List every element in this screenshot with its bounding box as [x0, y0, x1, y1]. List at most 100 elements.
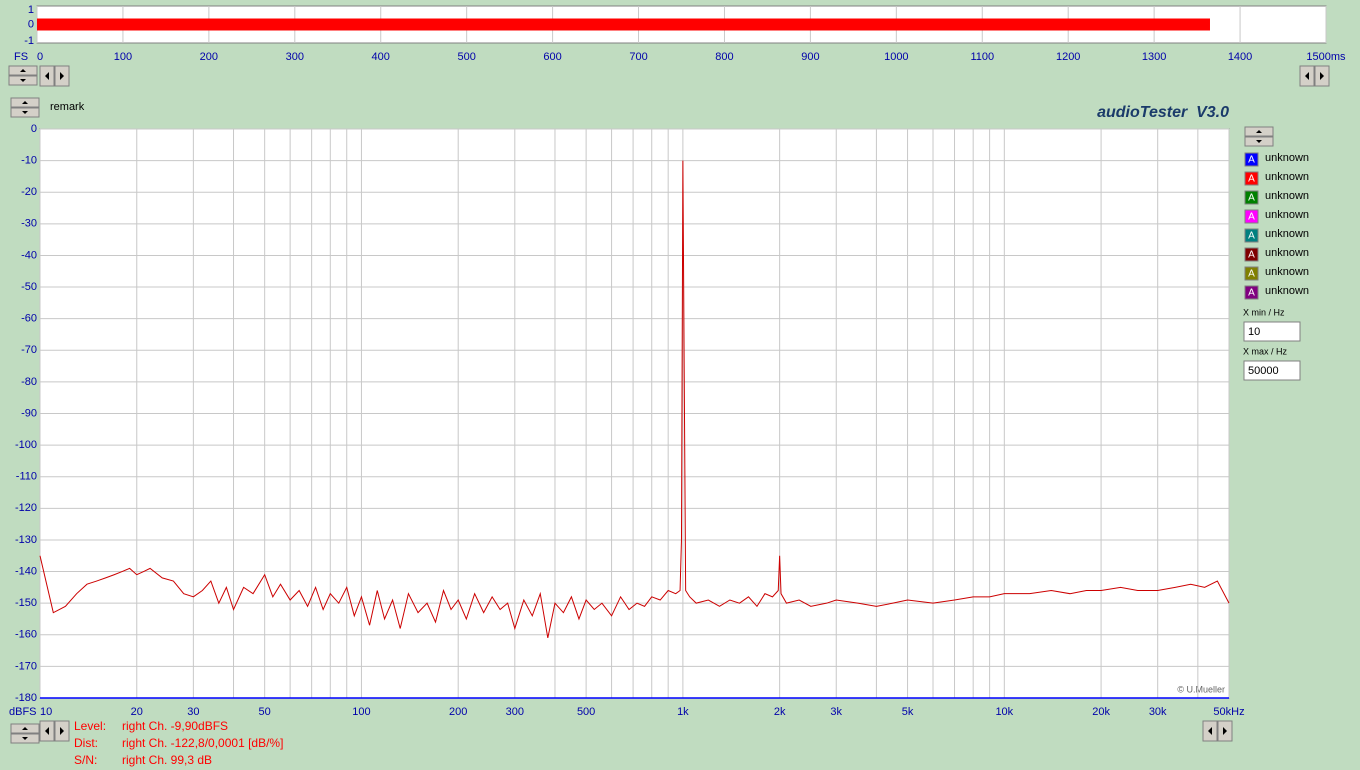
arrow — [1305, 72, 1309, 80]
x-min-value: 10 — [1248, 326, 1260, 338]
y-tick-label: -100 — [15, 439, 37, 451]
arrow — [20, 79, 26, 82]
legend-entry: unknown — [1265, 171, 1309, 183]
x-tick-label: 10 — [40, 706, 52, 718]
arrow — [45, 727, 49, 735]
x-tick-label: 0 — [37, 51, 43, 63]
legend-icon-letter: A — [1248, 250, 1255, 261]
x-tick-label: 2k — [774, 706, 786, 718]
x-tick-label: 1300 — [1142, 51, 1166, 63]
x-tick-label: 400 — [372, 51, 390, 63]
legend-entry: unknown — [1265, 285, 1309, 297]
legend-icon-letter: A — [1248, 269, 1255, 280]
x-tick-label: 1200 — [1056, 51, 1080, 63]
x-tick-label: 1k — [677, 706, 689, 718]
y-axis-label: FS — [14, 51, 28, 63]
legend-icon — [1244, 152, 1259, 167]
x-tick-label: 300 — [506, 706, 524, 718]
arrow — [20, 69, 26, 72]
legend-icon-letter: A — [1248, 193, 1255, 204]
arrow — [22, 111, 28, 114]
y-tick-label: -50 — [21, 281, 37, 293]
y-tick-label: -30 — [21, 218, 37, 230]
status-key: S/N: — [74, 753, 97, 767]
x-tick-label: 100 — [352, 706, 370, 718]
x-max-value: 50000 — [1248, 365, 1279, 377]
legend-icon — [1244, 171, 1259, 186]
copyright: © U.Mueller — [1177, 684, 1225, 694]
x-tick-label: 3k — [830, 706, 842, 718]
y-tick-label: -10 — [21, 155, 37, 167]
remark: remark — [50, 101, 85, 113]
status-key: Dist: — [74, 736, 98, 750]
y-tick-label: -90 — [21, 407, 37, 419]
y-tick-label: 1 — [28, 4, 34, 16]
legend-icon-letter: A — [1248, 288, 1255, 299]
y-tick-label: -120 — [15, 502, 37, 514]
x-max-input[interactable] — [1243, 360, 1301, 381]
legend-icon-letter: A — [1248, 212, 1255, 223]
x-tick-label: 1500ms — [1306, 51, 1346, 63]
y-tick-label: -180 — [15, 692, 37, 704]
x-tick-label: 20k — [1092, 706, 1110, 718]
legend-entry: unknown — [1265, 209, 1309, 221]
legend-icon — [1244, 209, 1259, 224]
legend-entry: unknown — [1265, 228, 1309, 240]
legend-entry: unknown — [1265, 152, 1309, 164]
x-tick-label: 500 — [577, 706, 595, 718]
y-tick-label: -60 — [21, 313, 37, 325]
status-key: Level: — [74, 719, 106, 733]
status-text: right Ch. 99,3 dB — [122, 753, 212, 767]
y-tick-label: -70 — [21, 344, 37, 356]
spectrum-line — [39, 160, 1230, 639]
x-max-label: X max / Hz — [1243, 346, 1288, 356]
x-min-input[interactable] — [1243, 321, 1301, 342]
y-tick-label: -110 — [16, 471, 37, 483]
status-text: right Ch. -122,8/0,0001 [dB/%] — [122, 736, 283, 750]
bar — [37, 18, 1210, 31]
legend-icon — [1244, 247, 1259, 262]
x-tick-label: 5k — [902, 706, 914, 718]
x-tick-label: 30k — [1149, 706, 1167, 718]
legend-icon — [1244, 266, 1259, 281]
arrow — [1256, 130, 1262, 133]
y-tick-label: -1 — [24, 35, 34, 47]
legend-icon-letter: A — [1248, 174, 1255, 185]
legend-entry: unknown — [1265, 266, 1309, 278]
arrow — [22, 737, 28, 740]
arrow — [45, 72, 49, 80]
arrow — [1223, 727, 1227, 735]
y-tick-label: 0 — [28, 18, 34, 30]
x-tick-label: 1000 — [884, 51, 908, 63]
x-tick-label: 800 — [715, 51, 733, 63]
arrow — [1256, 140, 1262, 143]
x-tick-label: 300 — [286, 51, 304, 63]
x-tick-label: 700 — [629, 51, 647, 63]
y-tick-label: -20 — [21, 186, 37, 198]
y-axis-label: dBFS — [9, 706, 37, 718]
x-tick-label: 500 — [457, 51, 475, 63]
legend-entry: unknown — [1265, 247, 1309, 259]
y-tick-label: -170 — [15, 660, 37, 672]
arrow — [60, 72, 64, 80]
arrow — [22, 101, 28, 104]
status-text: right Ch. -9,90dBFS — [122, 719, 228, 733]
x-tick-label: 50kHz — [1213, 706, 1244, 718]
x-tick-label: 600 — [543, 51, 561, 63]
legend-icon — [1244, 228, 1259, 243]
arrow — [1320, 72, 1324, 80]
x-tick-label: 200 — [449, 706, 467, 718]
x-tick-label: 20 — [131, 706, 143, 718]
app-title: audioTester V3.0 — [1097, 104, 1229, 121]
legend-icon-letter: A — [1248, 155, 1255, 166]
y-tick-label: -130 — [15, 534, 37, 546]
legend-entry: unknown — [1265, 190, 1309, 202]
x-tick-label: 100 — [114, 51, 132, 63]
x-tick-label: 900 — [801, 51, 819, 63]
x-min-label: X min / Hz — [1243, 307, 1285, 317]
x-tick-label: 1400 — [1228, 51, 1252, 63]
arrow — [60, 727, 64, 735]
y-tick-label: -80 — [21, 376, 37, 388]
legend-icon — [1244, 190, 1259, 205]
